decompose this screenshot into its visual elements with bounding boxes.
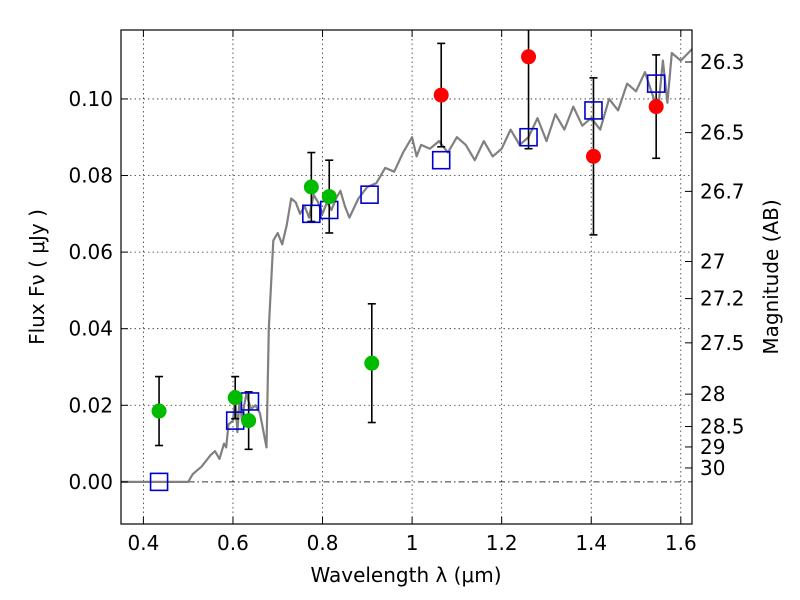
magnitude-tick-label: 26.7 (700, 179, 745, 203)
y-tick-label: 0.02 (68, 393, 113, 417)
model-band-squares (149, 74, 666, 492)
magnitude-tick-label: 28.5 (700, 415, 745, 439)
x-tick-label: 1.2 (486, 531, 518, 555)
red-point (521, 49, 537, 65)
x-tick-label: 0.6 (217, 531, 249, 555)
green-point (364, 355, 380, 371)
y-tick-label: 0.04 (68, 317, 113, 341)
red-point (585, 148, 601, 164)
model-band-square (584, 101, 603, 120)
y-tick-label: 0.08 (68, 164, 113, 188)
x-axis-label: Wavelength λ (μm) (310, 563, 501, 587)
grid-lines (121, 30, 692, 524)
model-band-square (302, 204, 321, 224)
magnitude-axis-label: Magnitude (AB) (759, 199, 783, 354)
magnitude-tick-label: 29 (700, 435, 725, 459)
green-point (151, 403, 167, 419)
x-axis-ticks: 0.4 0.6 0.8 1 1.2 1.4 1.6 (127, 30, 697, 555)
plot-frame (120, 29, 693, 525)
red-point (433, 87, 449, 103)
magnitude-tick-label: 26.5 (700, 121, 745, 145)
green-point (227, 390, 243, 406)
error-bars (155, 30, 661, 451)
red-point (648, 99, 664, 115)
magnitude-tick-label: 27.5 (700, 331, 745, 355)
y-axis-ticks: 0.00 0.02 0.04 0.06 0.08 0.10 (68, 87, 128, 494)
green-point (241, 413, 257, 429)
magnitude-tick-label: 28 (700, 382, 725, 406)
model-band-square (431, 150, 451, 170)
x-tick-label: 1.6 (665, 531, 697, 555)
y-tick-label: 0.10 (68, 87, 113, 111)
model-band-square (519, 127, 538, 147)
y-tick-label: 0.00 (68, 470, 113, 494)
x-tick-label: 0.4 (127, 531, 159, 555)
y-axis-label: Flux Fν ( μJy ) (25, 209, 49, 345)
magnitude-tick-label: 27.2 (700, 287, 745, 311)
model-spectrum-line (121, 48, 693, 483)
x-tick-label: 1.4 (575, 531, 607, 555)
green-point (321, 189, 337, 205)
model-band-square (646, 74, 666, 93)
magnitude-tick-label: 26.3 (700, 50, 745, 74)
x-tick-label: 1 (406, 531, 419, 555)
magnitude-tick-label: 30 (700, 456, 725, 480)
x-tick-label: 0.8 (307, 531, 339, 555)
green-point (303, 179, 319, 195)
observed-points (151, 49, 664, 429)
model-band-square (149, 472, 169, 492)
magnitude-tick-label: 27 (700, 250, 725, 274)
model-band-square (360, 185, 379, 204)
y-tick-label: 0.06 (68, 240, 113, 264)
